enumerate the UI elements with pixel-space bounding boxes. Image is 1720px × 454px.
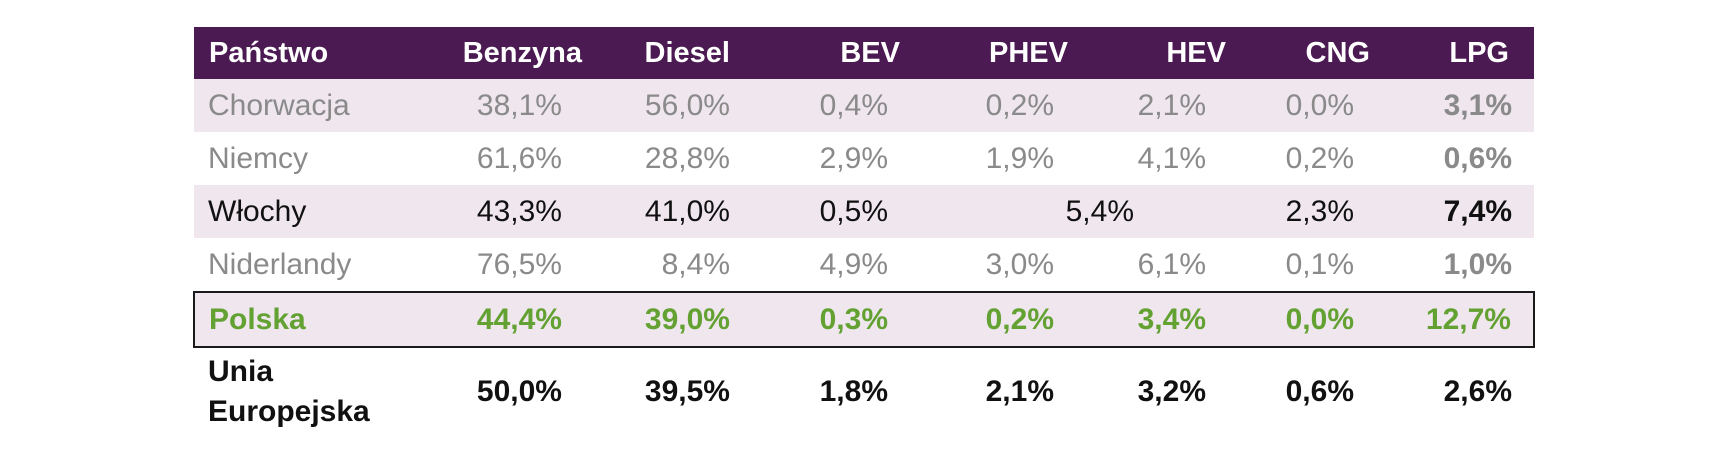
diesel-cell: 56,0% — [584, 79, 752, 132]
benzyna-cell: 43,3% — [436, 185, 584, 238]
cng-cell: 2,3% — [1228, 185, 1376, 238]
diesel-cell: 8,4% — [661, 247, 730, 281]
country-cell: Polska — [193, 291, 436, 348]
header-hev: HEV — [1076, 27, 1228, 79]
fuel-share-table: Państwo Benzyna Diesel BEV PHEV HEV CNG … — [193, 27, 1535, 436]
benzyna-cell: 44,4% — [436, 291, 584, 348]
header-country: Państwo — [194, 27, 436, 79]
lpg-cell: 7,4% — [1376, 185, 1534, 238]
lpg-cell: 12,7% — [1376, 291, 1535, 348]
table-row-niderlandy: Niderlandy 76,5% 8,4% 4,9% 3,0% 6,1% 0,1… — [194, 238, 1534, 292]
hev-cell: 3,2% — [1076, 347, 1228, 436]
hev-cell: 2,1% — [1076, 79, 1228, 132]
country-cell: Chorwacja — [194, 79, 436, 132]
country-cell: Niderlandy — [208, 247, 352, 281]
header-cng: CNG — [1228, 27, 1376, 79]
country-cell: Unia Europejska — [194, 347, 436, 436]
hev-cell: 3,4% — [1076, 291, 1228, 348]
bev-cell: 4,9% — [819, 247, 888, 281]
country-cell: Niemcy — [208, 141, 309, 175]
diesel-cell: 28,8% — [644, 141, 730, 175]
lpg-cell: 2,6% — [1376, 347, 1534, 436]
bev-cell: 1,8% — [752, 347, 910, 436]
diesel-cell: 39,5% — [584, 347, 752, 436]
phev-hev-merged-cell: 5,4% — [910, 185, 1228, 238]
bev-cell: 0,5% — [752, 185, 910, 238]
diesel-cell: 39,0% — [584, 291, 752, 348]
table-row-niemcy: Niemcy 61,6% 28,8% 2,9% 1,9% 4,1% 0,2% 0… — [194, 132, 1534, 185]
benzyna-cell: 50,0% — [436, 347, 584, 436]
phev-cell: 0,2% — [910, 291, 1076, 348]
benzyna-cell: 61,6% — [476, 141, 562, 175]
table-row-wlochy: Włochy 43,3% 41,0% 0,5% 5,4% 2,3% 7,4% — [194, 185, 1534, 238]
hev-cell: 4,1% — [1137, 141, 1206, 175]
header-diesel: Diesel — [584, 27, 752, 79]
bev-cell: 0,3% — [752, 291, 910, 348]
bev-cell: 0,4% — [752, 79, 910, 132]
header-phev: PHEV — [910, 27, 1076, 79]
cng-cell: 0,1% — [1285, 247, 1354, 281]
header-bev: BEV — [752, 27, 910, 79]
lpg-cell: 3,1% — [1376, 79, 1534, 132]
phev-cell: 0,2% — [910, 79, 1076, 132]
table-row-chorwacja: Chorwacja 38,1% 56,0% 0,4% 0,2% 2,1% 0,0… — [194, 79, 1534, 132]
header-row: Państwo Benzyna Diesel BEV PHEV HEV CNG … — [194, 27, 1534, 79]
benzyna-cell: 38,1% — [436, 79, 584, 132]
cng-cell: 0,0% — [1228, 79, 1376, 132]
header-benzyna: Benzyna — [436, 27, 584, 79]
table-row-unia-europejska: Unia Europejska 50,0% 39,5% 1,8% 2,1% 3,… — [194, 347, 1534, 436]
country-cell: Włochy — [194, 185, 436, 238]
cng-cell: 0,0% — [1228, 291, 1376, 348]
lpg-cell: 1,0% — [1443, 247, 1512, 281]
benzyna-cell: 76,5% — [476, 247, 562, 281]
cng-cell: 0,2% — [1285, 141, 1354, 175]
diesel-cell: 41,0% — [584, 185, 752, 238]
hev-cell: 6,1% — [1137, 247, 1206, 281]
cng-cell: 0,6% — [1228, 347, 1376, 436]
header-lpg: LPG — [1376, 27, 1534, 79]
phev-cell: 1,9% — [985, 141, 1054, 175]
table-row-polska: Polska 44,4% 39,0% 0,3% 0,2% 3,4% 0,0% 1… — [193, 291, 1535, 348]
lpg-cell: 0,6% — [1443, 141, 1512, 175]
bev-cell: 2,9% — [819, 141, 888, 175]
phev-cell: 3,0% — [985, 247, 1054, 281]
phev-cell: 2,1% — [910, 347, 1076, 436]
